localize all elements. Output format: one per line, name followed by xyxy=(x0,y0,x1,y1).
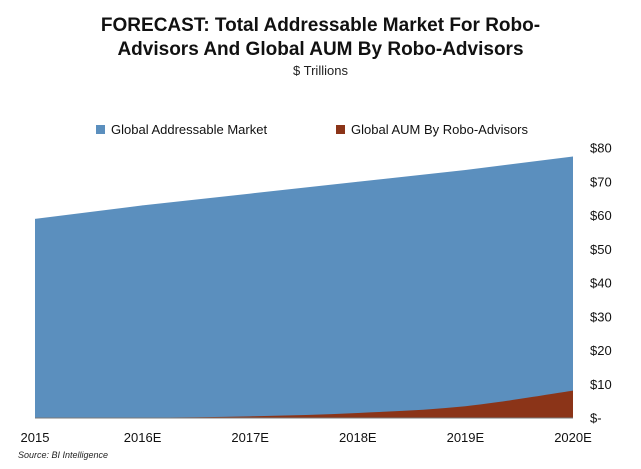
source-note: Source: BI Intelligence xyxy=(18,450,109,460)
y-tick-label-0: $- xyxy=(590,411,602,426)
y-tick-label-5: $50 xyxy=(590,242,612,257)
x-tick-label-2020E: 2020E xyxy=(554,430,592,445)
x-tick-label-2016E: 2016E xyxy=(124,430,162,445)
legend-label-robo-aum: Global AUM By Robo-Advisors xyxy=(351,122,529,137)
legend-swatch-robo-aum xyxy=(336,125,345,134)
chart-title: FORECAST: Total Addressable Market For R… xyxy=(0,14,641,62)
y-tick-label-1: $10 xyxy=(590,377,612,392)
legend: Global Addressable Market Global AUM By … xyxy=(96,122,528,137)
legend-item-addressable-market: Global Addressable Market xyxy=(96,122,336,137)
x-tick-label-2015: 2015 xyxy=(21,430,50,445)
chart-title-line-1: FORECAST: Total Addressable Market For R… xyxy=(100,15,541,36)
legend-label-addressable-market: Global Addressable Market xyxy=(111,122,268,137)
area-addressable-market xyxy=(35,156,573,418)
y-tick-label-6: $60 xyxy=(590,208,612,223)
chart-subtitle: $ Trillions xyxy=(293,63,348,78)
legend-swatch-addressable-market xyxy=(96,125,105,134)
chart-title-line-2: Advisors And Global AUM By Robo-Advisors xyxy=(117,39,524,60)
x-tick-label-2017E: 2017E xyxy=(231,430,269,445)
y-tick-label-7: $70 xyxy=(590,174,612,189)
x-tick-label-2018E: 2018E xyxy=(339,430,377,445)
bi-intelligence-logo: BI Intelligence xyxy=(42,145,214,174)
y-tick-label-4: $40 xyxy=(590,276,612,291)
y-tick-label-2: $20 xyxy=(590,343,612,358)
area-robo-aum xyxy=(35,390,573,418)
legend-item-robo-aum: Global AUM By Robo-Advisors xyxy=(336,122,528,137)
y-tick-label-3: $30 xyxy=(590,309,612,324)
x-tick-label-2019E: 2019E xyxy=(447,430,485,445)
y-tick-label-8: $80 xyxy=(590,141,612,156)
